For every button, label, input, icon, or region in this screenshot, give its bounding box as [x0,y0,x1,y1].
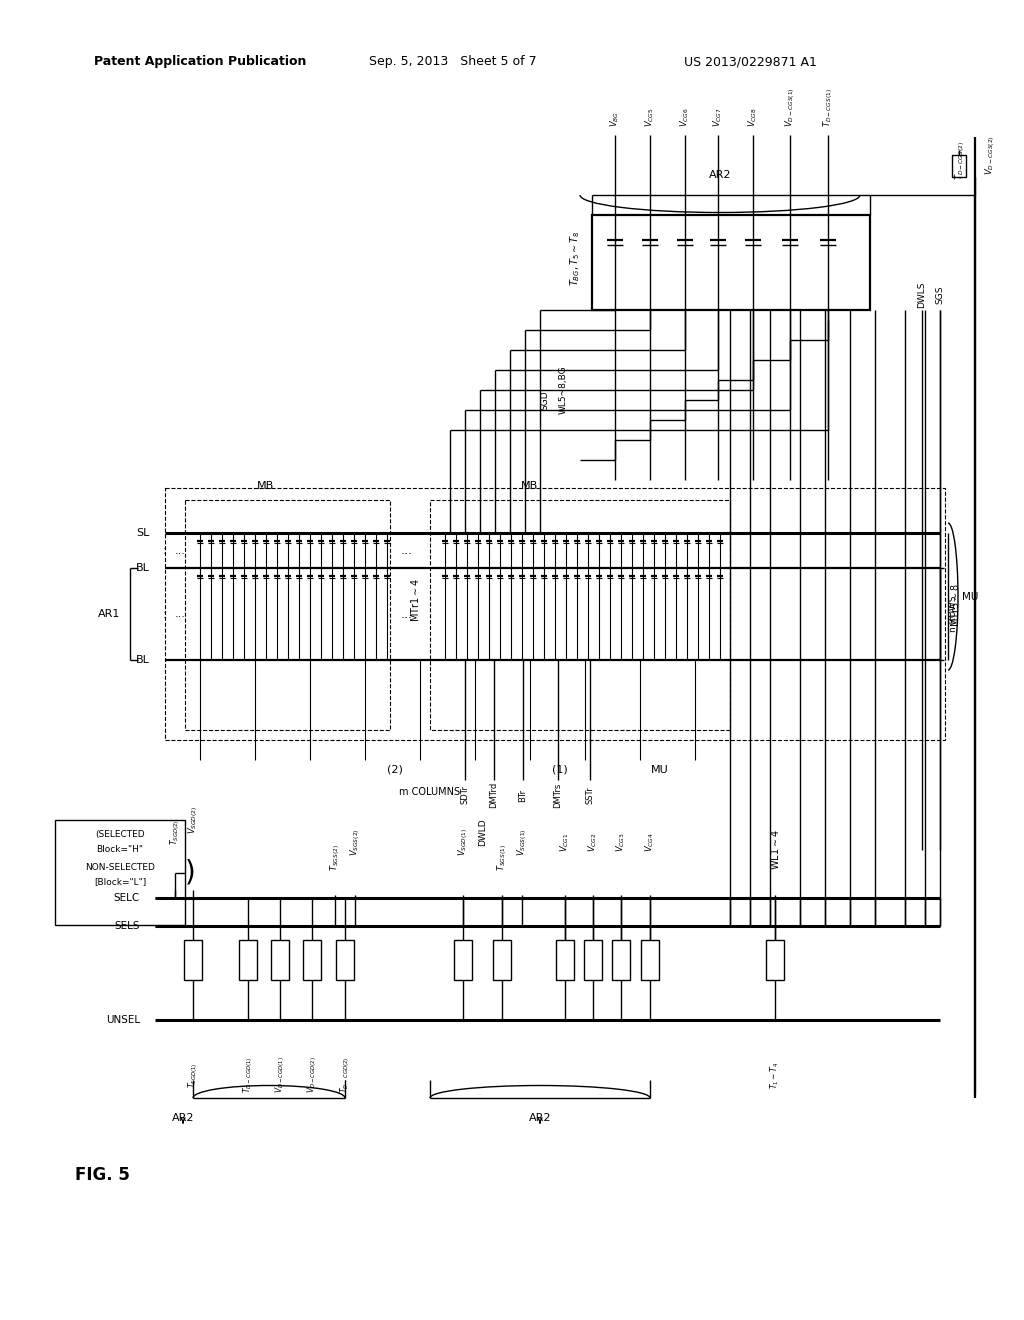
Text: $T_{D-CGD(2)}$: $T_{D-CGD(2)}$ [338,1057,352,1093]
Text: MTr1$\sim$4: MTr1$\sim$4 [409,578,421,622]
Text: Block="H": Block="H" [96,846,143,854]
Text: ...: ... [174,609,185,619]
Text: $T_{D-CGS(2)}$: $T_{D-CGS(2)}$ [953,140,967,180]
Text: :: : [163,544,167,557]
Text: NON-SELECTED: NON-SELECTED [85,863,155,873]
Text: BL: BL [136,655,150,665]
Text: MB: MB [521,480,539,491]
Text: DMTrd: DMTrd [489,781,499,808]
Text: (1): (1) [552,766,568,775]
Text: SL: SL [136,528,150,539]
Bar [165,488,945,741]
Text: $V_{CG3}$: $V_{CG3}$ [614,832,628,851]
Text: $V_{D-CGD(2)}$: $V_{D-CGD(2)}$ [305,1056,318,1093]
Text: UNSEL: UNSEL [105,1015,140,1026]
Text: (SELECTED: (SELECTED [95,830,144,840]
Bar [584,940,602,979]
Text: n ROWS: n ROWS [949,595,958,632]
Text: DWLS: DWLS [918,281,927,309]
Text: $V_{D-CGS(2)}$: $V_{D-CGS(2)}$ [983,135,996,174]
Bar [239,940,257,979]
Bar [303,940,321,979]
Bar [556,940,574,979]
Text: AR2: AR2 [709,170,731,180]
Bar [641,940,659,979]
Text: ): ) [184,858,196,887]
Text: ...: ... [401,607,413,620]
Text: $T_{SGD(1)}$: $T_{SGD(1)}$ [186,1063,200,1088]
Text: AR2: AR2 [528,1113,551,1123]
Text: SGS: SGS [936,285,944,304]
Text: $V_{CG1}$: $V_{CG1}$ [559,832,571,851]
Text: WL1$\sim$4: WL1$\sim$4 [769,829,781,870]
Text: AR1: AR1 [97,609,120,619]
Text: $T_{D-CGD(1)}$: $T_{D-CGD(1)}$ [241,1057,255,1093]
Text: (2): (2) [387,766,402,775]
Text: $V_{CG5}$: $V_{CG5}$ [644,107,656,127]
Text: BTr: BTr [518,788,527,801]
Bar [55,820,185,925]
Text: MU: MU [962,591,978,602]
Text: $T_{SGS(2)}$: $T_{SGS(2)}$ [328,845,342,871]
Text: WL5~8,BG: WL5~8,BG [558,366,567,414]
Text: :: : [163,607,167,620]
Text: $V_{D-CGS(1)}$: $V_{D-CGS(1)}$ [783,87,797,127]
Text: $T_{BG},T_5{\sim}T_8$: $T_{BG},T_5{\sim}T_8$ [568,230,582,286]
Text: SELC: SELC [114,894,140,903]
Text: $V_{SGS(2)}$: $V_{SGS(2)}$ [348,828,361,855]
Bar [336,940,354,979]
Text: US 2013/0229871 A1: US 2013/0229871 A1 [684,55,816,69]
Bar [592,215,870,310]
Text: SELS: SELS [115,921,140,931]
Text: BL: BL [136,564,150,573]
Text: $V_{CG8}$: $V_{CG8}$ [746,107,759,127]
Text: AR2: AR2 [172,1113,195,1123]
Text: m COLUMNS: m COLUMNS [399,787,461,797]
Text: $V_{BG}$: $V_{BG}$ [608,111,622,127]
Text: $T_1{\sim}T_4$: $T_1{\sim}T_4$ [769,1061,781,1089]
Bar [184,940,202,979]
Text: DMTrs: DMTrs [554,783,562,808]
Bar [766,940,784,979]
Text: [Block="L"]: [Block="L"] [94,878,146,887]
Text: $T_{SGD(2)}$: $T_{SGD(2)}$ [168,820,182,845]
Bar [271,940,289,979]
Bar [493,940,511,979]
Text: SDTr: SDTr [461,785,469,804]
Text: Patent Application Publication: Patent Application Publication [94,55,306,69]
Text: DWLD: DWLD [478,818,487,846]
Text: $V_{SGS(1)}$: $V_{SGS(1)}$ [515,828,529,855]
Bar [612,940,630,979]
Text: MU: MU [651,766,669,775]
Text: ...: ... [174,545,185,556]
Text: MB: MB [256,480,273,491]
Text: $V_{CG7}$: $V_{CG7}$ [712,107,724,127]
Text: $V_{CG6}$: $V_{CG6}$ [679,107,691,127]
Bar [430,500,730,730]
Text: $V_{D-CGD(1)}$: $V_{D-CGD(1)}$ [273,1056,287,1093]
Text: $V_{CG2}$: $V_{CG2}$ [587,832,599,851]
Text: $V_{CG4}$: $V_{CG4}$ [644,832,656,851]
Text: $V_{SGD(1)}$: $V_{SGD(1)}$ [456,828,470,857]
Text: MTr5$\sim$8: MTr5$\sim$8 [949,583,961,627]
Text: ...: ... [401,544,413,557]
Bar [454,940,472,979]
Text: SSTr: SSTr [586,787,595,804]
Text: $T_{D-CGS(1)}$: $T_{D-CGS(1)}$ [821,88,835,127]
Text: SGD: SGD [541,391,550,409]
Text: Sep. 5, 2013   Sheet 5 of 7: Sep. 5, 2013 Sheet 5 of 7 [370,55,537,69]
Text: FIG. 5: FIG. 5 [75,1166,130,1184]
Text: $V_{SGD(2)}$: $V_{SGD(2)}$ [186,805,200,834]
Text: $T_{SGS(1)}$: $T_{SGS(1)}$ [495,845,509,871]
Bar [185,500,390,730]
Bar [952,154,966,177]
